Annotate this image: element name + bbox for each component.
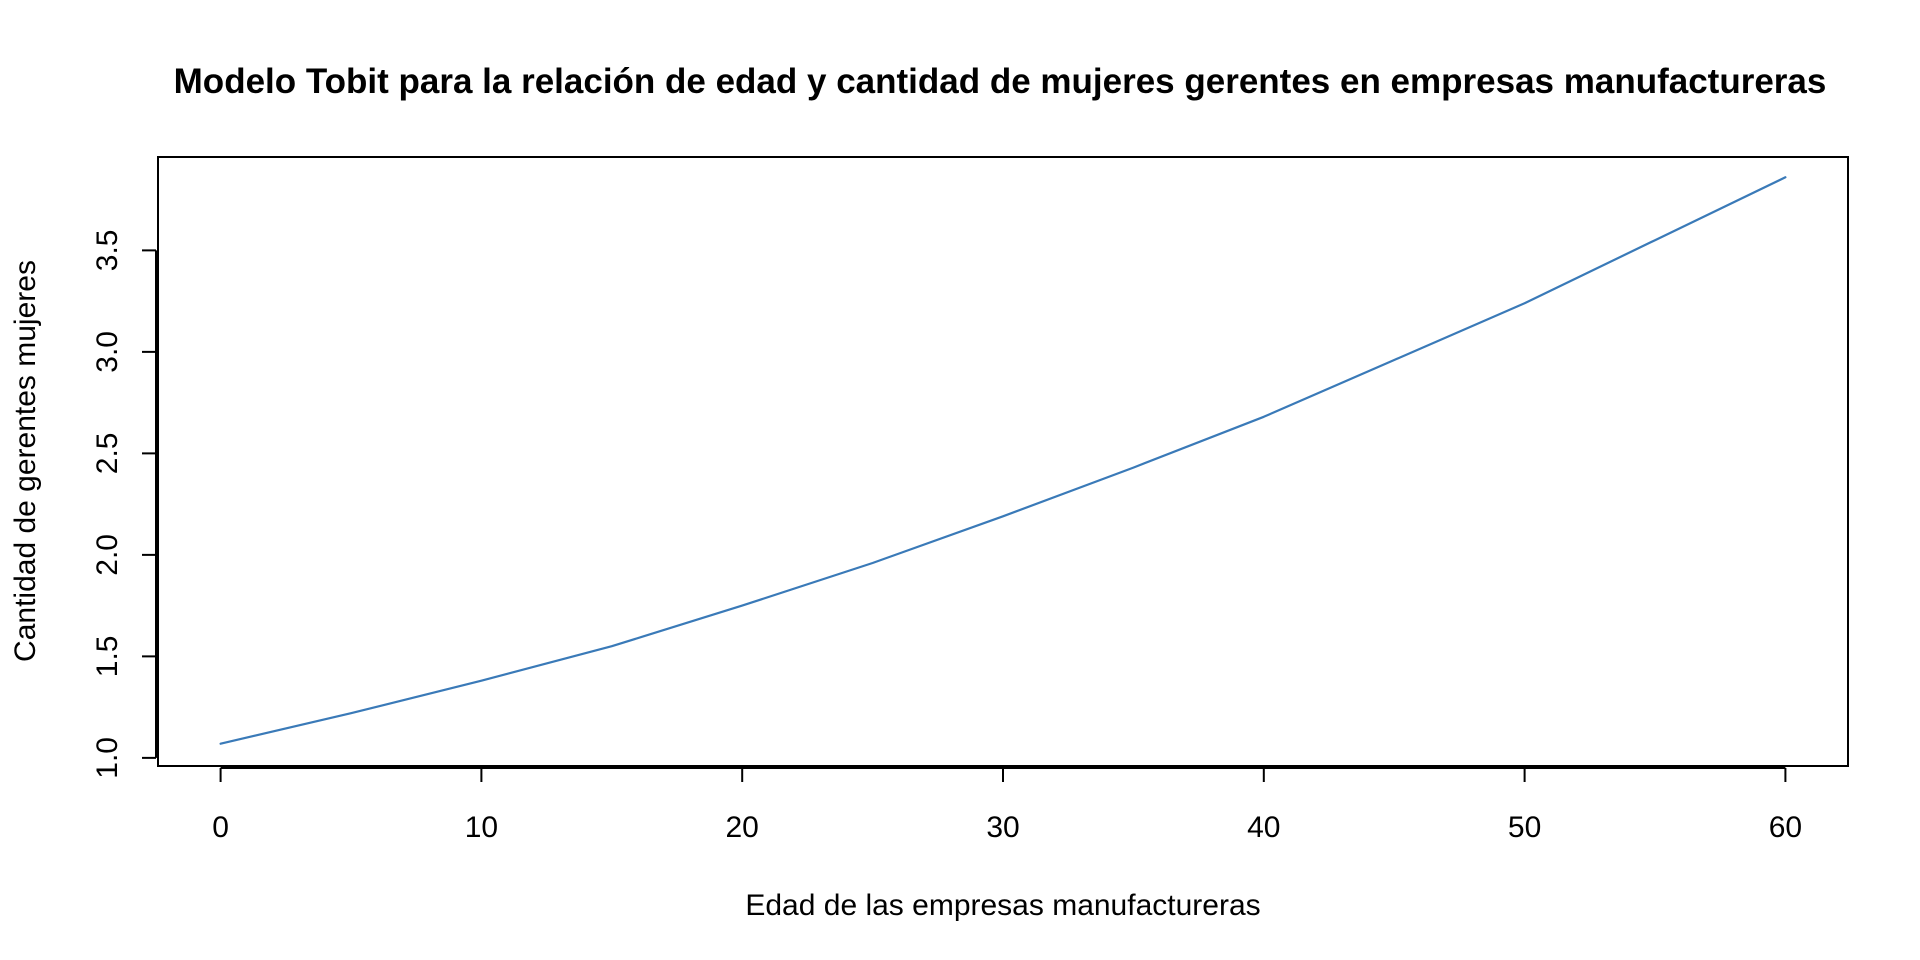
x-tick-label: 0	[212, 811, 229, 844]
y-tick-label: 2.5	[91, 433, 124, 475]
y-tick-label: 1.5	[91, 636, 124, 678]
series-layer	[219, 176, 1787, 745]
chart-title: Modelo Tobit para la relación de edad y …	[174, 62, 1827, 101]
x-tick-label: 10	[465, 811, 498, 844]
x-tick-label: 30	[986, 811, 1019, 844]
y-tick-label: 1.0	[91, 737, 124, 779]
y-axis-label: Cantidad de gerentes mujeres	[9, 260, 42, 662]
y-axis: 1.0 1.5 2.0 2.5 3.0 3.5	[91, 230, 157, 779]
x-tick-label: 40	[1247, 811, 1280, 844]
plot-area-frame	[157, 156, 1849, 767]
y-tick-label: 3.5	[91, 230, 124, 272]
x-tick-label: 60	[1769, 811, 1802, 844]
x-tick-label: 50	[1508, 811, 1541, 844]
series-line	[219, 176, 1787, 745]
y-tick-label: 2.0	[91, 534, 124, 576]
x-tick-label: 20	[726, 811, 759, 844]
x-axis: 0 10 20 30 40 50 60	[212, 767, 1802, 844]
x-axis-label: Edad de las empresas manufactureras	[745, 889, 1260, 922]
y-tick-label: 3.0	[91, 331, 124, 373]
